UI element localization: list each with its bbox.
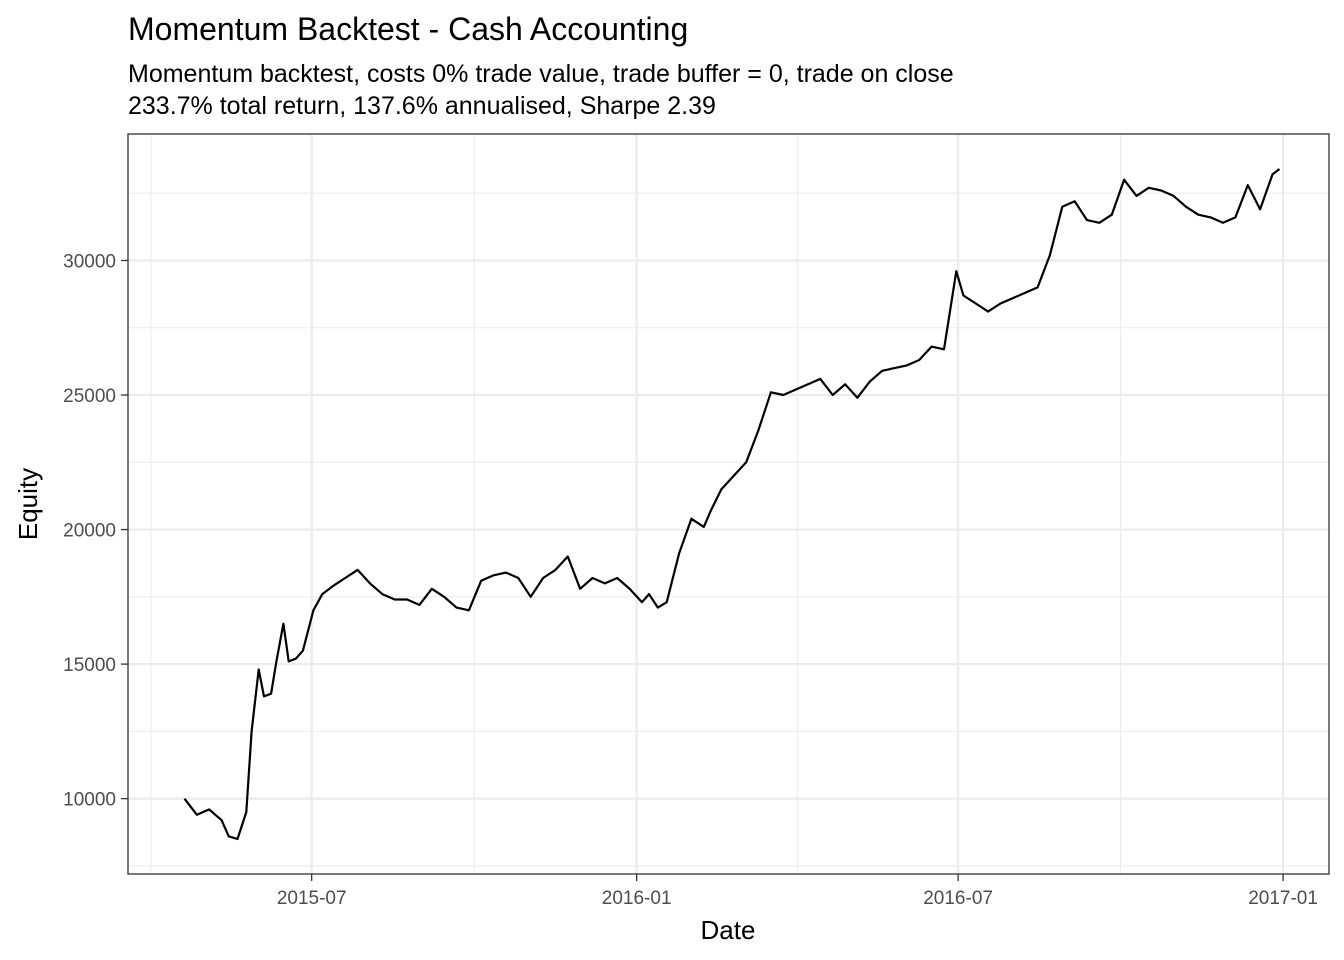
grid-minor <box>128 134 1329 874</box>
chart-subtitle-line-2: 233.7% total return, 137.6% annualised, … <box>128 92 716 120</box>
axis-ticks: 2015-07 2016-01 2016-07 2017-01 10000 15000 20… <box>63 251 1318 909</box>
equity-line <box>183 168 1281 841</box>
x-tick-label: 2015-07 <box>277 888 347 909</box>
chart-subtitle-line-1: Momentum backtest, costs 0% trade value,… <box>128 60 954 88</box>
y-tick-label: 30000 <box>63 251 116 272</box>
x-axis-title: Date <box>701 915 756 945</box>
x-tick-label: 2016-07 <box>923 888 993 909</box>
y-tick-label: 25000 <box>63 386 116 407</box>
y-axis-title: Equity <box>13 468 43 540</box>
chart-title: Momentum Backtest - Cash Accounting <box>128 11 688 47</box>
y-tick-label: 10000 <box>63 790 116 811</box>
x-tick-label: 2017-01 <box>1248 888 1318 909</box>
plot-background <box>128 134 1329 874</box>
x-tick-label: 2016-01 <box>602 888 672 909</box>
plot-border <box>127 133 1330 875</box>
grid-major <box>128 134 1329 874</box>
y-tick-label: 20000 <box>63 521 116 542</box>
y-tick-label: 15000 <box>63 655 116 676</box>
